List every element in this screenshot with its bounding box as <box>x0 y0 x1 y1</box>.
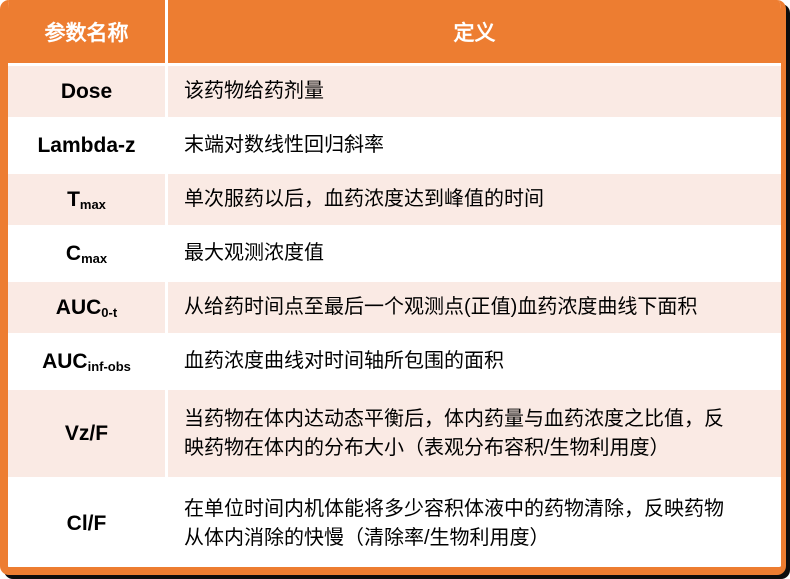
parameter-definition: 最大观测浓度值 <box>184 242 324 264</box>
column-header-definition: 定义 <box>453 21 496 45</box>
table-row: AUC 0-t 从给药时间点至最后一个观测点(正值)血药浓度曲线下面积 <box>8 279 781 333</box>
parameter-base: C <box>65 241 82 265</box>
table-row: Vz/F 当药物在体内达动态平衡后，体内药量与血药浓度之比值，反映药物在体内的分… <box>8 387 781 477</box>
table-row: Lambda-z 末端对数线性回归斜率 <box>8 117 781 171</box>
parameter-name-cell: Cl/F <box>8 480 168 567</box>
parameter-definition: 单次服药以后，血药浓度达到峰值的时间 <box>184 188 544 210</box>
parameter-subscript: 0-t <box>101 305 118 320</box>
parameter-definition-cell: 最大观测浓度值 <box>168 228 781 279</box>
parameter-definition: 末端对数线性回归斜率 <box>184 134 384 156</box>
parameter-base: AUC <box>42 349 88 373</box>
parameter-definition-cell: 血药浓度曲线对时间轴所包围的面积 <box>168 336 781 387</box>
parameter-base: AUC <box>55 295 102 319</box>
parameter-definition-cell: 在单位时间内机体能将多少容积体液中的药物清除，反映药物从体内消除的快慢（清除率/… <box>168 480 781 567</box>
parameter-definition: 血药浓度曲线对时间轴所包围的面积 <box>184 350 504 372</box>
parameter-definition: 从给药时间点至最后一个观测点(正值)血药浓度曲线下面积 <box>184 296 698 318</box>
parameter-definition-cell: 该药物给药剂量 <box>168 66 781 117</box>
parameter-base: Cl/F <box>66 511 107 535</box>
parameter-name-cell: AUC 0-t <box>8 282 168 333</box>
parameter-definition: 该药物给药剂量 <box>184 80 324 102</box>
table-row: Cl/F 在单位时间内机体能将多少容积体液中的药物清除，反映药物从体内消除的快慢… <box>8 477 781 567</box>
table-row: Dose 该药物给药剂量 <box>8 63 781 117</box>
parameter-definition: 在单位时间内机体能将多少容积体液中的药物清除，反映药物从体内消除的快慢（清除率/… <box>184 497 724 549</box>
column-header-parameter-name: 参数名称 <box>8 0 168 63</box>
parameter-subscript: inf-obs <box>87 359 131 374</box>
parameter-definition-cell: 末端对数线性回归斜率 <box>168 120 781 171</box>
parameter-name-cell: Dose <box>8 66 168 117</box>
table-header-row: 参数名称 定义 <box>8 0 781 63</box>
parameter-subscript: max <box>79 197 106 212</box>
table-row: AUC inf-obs 血药浓度曲线对时间轴所包围的面积 <box>8 333 781 387</box>
parameter-definition-cell: 当药物在体内达动态平衡后，体内药量与血药浓度之比值，反映药物在体内的分布大小（表… <box>168 390 781 477</box>
parameter-base: T <box>67 187 80 211</box>
parameter-base: Dose <box>60 79 113 103</box>
parameter-definition-cell: 从给药时间点至最后一个观测点(正值)血药浓度曲线下面积 <box>168 282 781 333</box>
parameter-subscript: max <box>81 251 108 266</box>
parameter-definition-cell: 单次服药以后，血药浓度达到峰值的时间 <box>168 174 781 225</box>
parameter-definition: 当药物在体内达动态平衡后，体内药量与血药浓度之比值，反映药物在体内的分布大小（表… <box>184 407 724 459</box>
parameter-base: Vz/F <box>64 421 109 445</box>
parameter-base: Lambda-z <box>37 133 136 157</box>
parameter-name-cell: Vz/F <box>8 390 168 477</box>
parameter-name-cell: AUC inf-obs <box>8 336 168 387</box>
parameter-name-cell: Lambda-z <box>8 120 168 171</box>
